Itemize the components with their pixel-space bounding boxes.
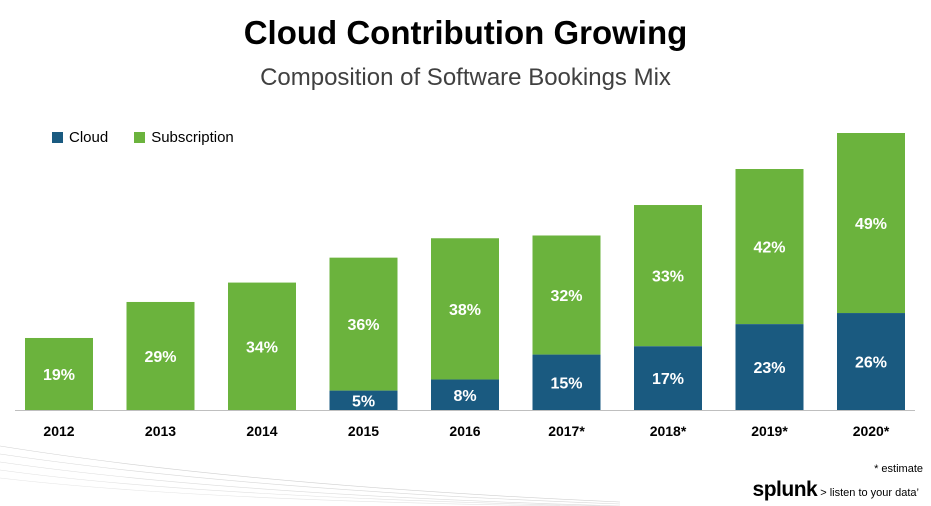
bar-cloud <box>735 324 804 410</box>
bar-subscription <box>329 257 398 391</box>
chart-subtitle: Composition of Software Bookings Mix <box>260 64 671 91</box>
bar-subscription <box>837 133 905 314</box>
data-label-cloud: 17% <box>652 371 684 388</box>
bar-subscription <box>532 235 601 355</box>
footnote: * estimate <box>874 463 923 475</box>
data-label-subscription: 49% <box>855 216 887 233</box>
data-label-cloud: 15% <box>550 375 582 392</box>
bar-subscription <box>431 238 499 380</box>
bar-subscription <box>126 301 195 410</box>
data-label-cloud: 23% <box>753 360 785 377</box>
x-tick-label: 2013 <box>145 423 176 439</box>
bar-subscription <box>228 282 296 410</box>
x-tick-label: 2020* <box>853 423 890 439</box>
data-label-cloud: 26% <box>855 355 887 372</box>
decorative-data-stream <box>0 445 620 506</box>
legend-label-cloud: Cloud <box>69 129 109 146</box>
data-label-cloud: 5% <box>352 393 375 410</box>
bar-cloud <box>532 354 601 410</box>
data-label-subscription: 34% <box>246 339 278 356</box>
legend-item-subscription: Subscription <box>134 129 234 146</box>
x-tick-label: 2014 <box>246 423 277 439</box>
bar-cloud <box>431 379 499 410</box>
data-label-subscription: 32% <box>550 288 582 305</box>
data-label-subscription: 19% <box>43 367 75 384</box>
legend-swatch-cloud <box>52 132 63 143</box>
bar-chart: 19% 2012 29% 2013 34% 2014 36% 5% 2015 38% 8% 2016 3… <box>15 133 915 439</box>
bar-cloud <box>634 346 702 410</box>
data-label-cloud: 8% <box>453 388 476 405</box>
bar-cloud <box>837 313 905 410</box>
x-tick-label: 2017* <box>548 423 585 439</box>
legend-label-subscription: Subscription <box>151 129 234 146</box>
data-label-subscription: 36% <box>347 317 379 334</box>
bar-cloud <box>329 390 398 410</box>
bar-subscription <box>25 337 93 410</box>
x-tick-label: 2019* <box>751 423 788 439</box>
data-label-subscription: 42% <box>753 240 785 257</box>
bar-subscription <box>634 205 702 347</box>
legend-item-cloud: Cloud <box>52 129 108 146</box>
data-label-subscription: 29% <box>144 349 176 366</box>
x-tick-label: 2016 <box>449 423 480 439</box>
legend: Cloud Subscription <box>52 129 234 146</box>
x-tick-label: 2018* <box>650 423 687 439</box>
logo-word: splunk <box>752 478 818 501</box>
legend-swatch-subscription <box>134 132 146 143</box>
chart-title: Cloud Contribution Growing <box>243 14 688 51</box>
x-tick-label: 2015 <box>348 423 379 439</box>
x-tick-label: 2012 <box>43 423 74 439</box>
data-label-subscription: 33% <box>652 269 684 286</box>
splunk-logo: splunk > listen to your data’ <box>753 478 919 502</box>
logo-tagline: > listen to your data’ <box>820 487 919 499</box>
bar-subscription <box>735 169 804 325</box>
data-label-subscription: 38% <box>449 302 481 319</box>
